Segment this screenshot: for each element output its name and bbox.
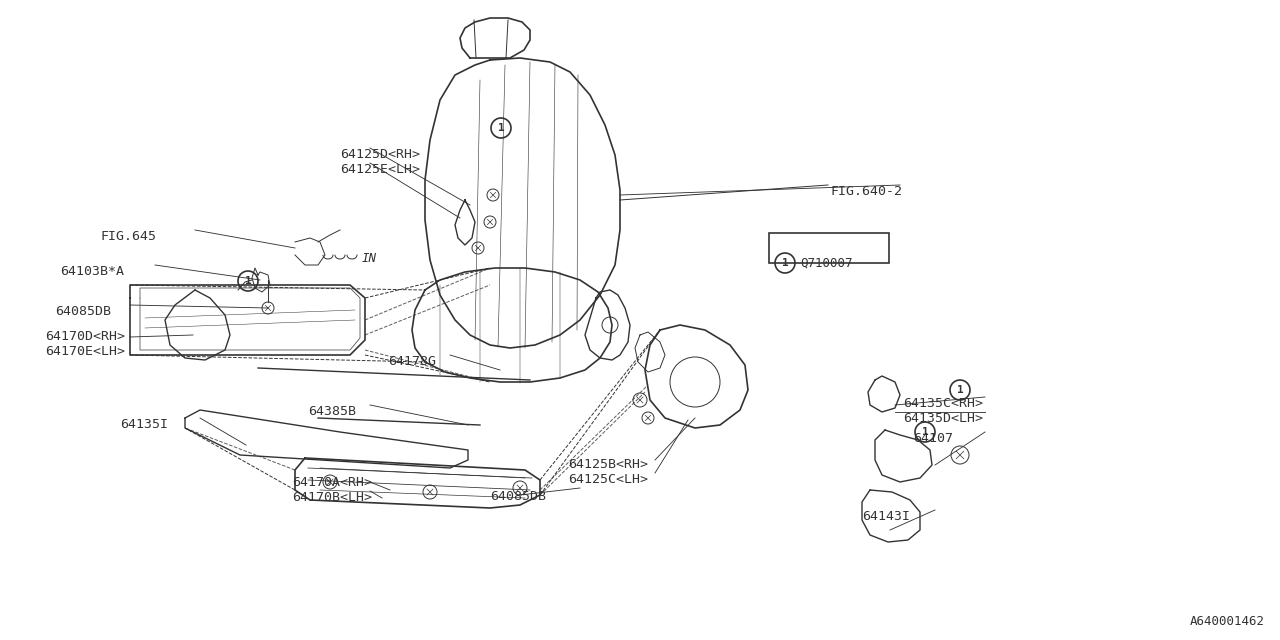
Text: 64135C<RH>: 64135C<RH>: [902, 397, 983, 410]
Text: 64385B: 64385B: [308, 405, 356, 418]
Text: 64170B<LH>: 64170B<LH>: [292, 491, 372, 504]
Text: 1: 1: [922, 427, 928, 437]
Text: 64170D<RH>: 64170D<RH>: [45, 330, 125, 343]
Text: FIG.645: FIG.645: [100, 230, 156, 243]
Text: 64125E<LH>: 64125E<LH>: [340, 163, 420, 176]
Text: 64103B*A: 64103B*A: [60, 265, 124, 278]
Bar: [769, 233, 890, 263]
Text: 64125D<RH>: 64125D<RH>: [340, 148, 420, 161]
Text: 1: 1: [498, 123, 504, 133]
Text: 64170E<LH>: 64170E<LH>: [45, 345, 125, 358]
Text: 64135I: 64135I: [120, 418, 168, 431]
Text: 64170A<RH>: 64170A<RH>: [292, 476, 372, 489]
Text: 64085DB: 64085DB: [55, 305, 111, 318]
Text: 64085DB: 64085DB: [490, 490, 547, 503]
Text: 64125B<RH>: 64125B<RH>: [568, 458, 648, 471]
Text: 64125C<LH>: 64125C<LH>: [568, 473, 648, 486]
Text: Q710007: Q710007: [800, 257, 852, 269]
Text: 1: 1: [244, 276, 251, 286]
Text: 1: 1: [956, 385, 964, 395]
Text: 64107: 64107: [913, 432, 954, 445]
Text: 1: 1: [782, 258, 788, 268]
Text: 64135D<LH>: 64135D<LH>: [902, 412, 983, 425]
Text: IN: IN: [362, 252, 378, 264]
Text: 64143I: 64143I: [861, 510, 910, 523]
Text: FIG.640-2: FIG.640-2: [829, 185, 902, 198]
Text: 64178G: 64178G: [388, 355, 436, 368]
Text: A640001462: A640001462: [1190, 615, 1265, 628]
